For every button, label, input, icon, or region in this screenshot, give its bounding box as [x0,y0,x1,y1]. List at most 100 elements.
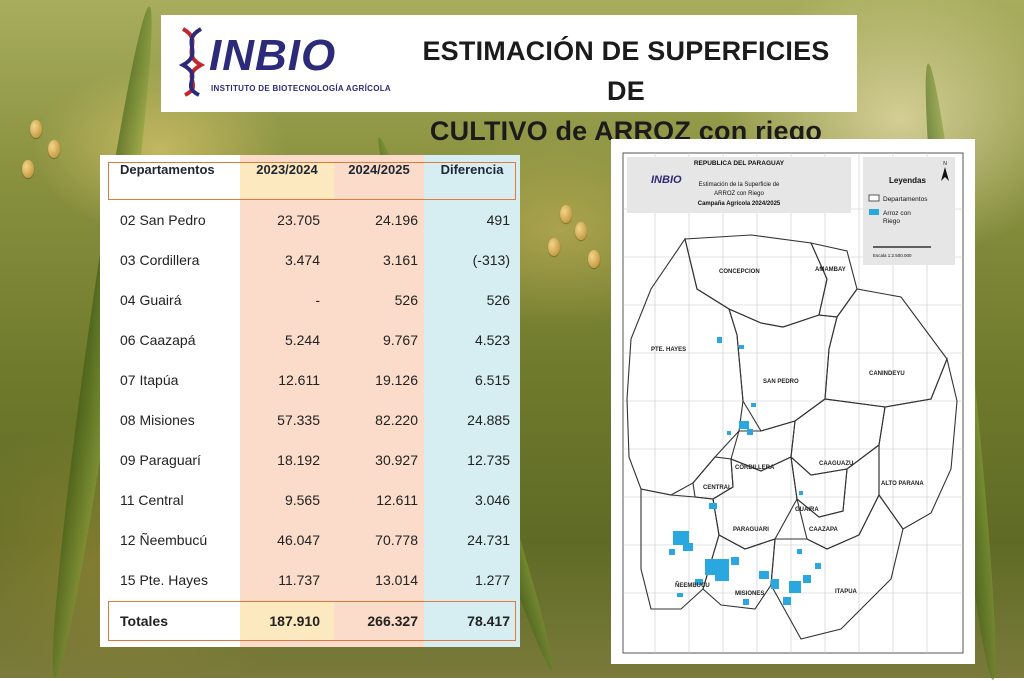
cell-department: 03 Cordillera [120,252,200,268]
map-label-caaguazu: CAAGUAZU [819,461,853,467]
cell-department: 09 Paraguarí [120,452,201,468]
cell-value-2023-2024: 9.565 [284,492,320,508]
map-label-canindeyu: CANINDEYU [869,371,905,377]
totals-2024-2025: 266.327 [367,613,418,629]
column-diff-bg [424,155,520,647]
header-banner: INBIO INSTITUTO DE BIOTECNOLOGÍA AGRÍCOL… [161,15,857,146]
rice-grain-decoration [22,160,34,178]
table-row: 08 Misiones 57.335 82.220 24.885 [100,400,520,440]
cell-value-2023-2024: 23.705 [277,212,320,228]
cell-department: 06 Caazapá [120,332,196,348]
cell-department: 08 Misiones [120,412,195,428]
header-2023-2024: 2023/2024 [256,162,318,177]
totals-highlight [240,601,334,641]
map-label-alto-parana: ALTO PARANA [881,481,924,487]
map-label-san-pedro: SAN PEDRO [763,379,799,385]
cell-value-diferencia: 526 [486,292,510,308]
cell-value-2023-2024: 57.335 [277,412,320,428]
table-header-frame [108,162,516,200]
map-label-amambay: AMAMBAY [815,267,846,273]
cell-value-2024-2025: 82.220 [375,412,418,428]
cell-value-2024-2025: 9.767 [382,332,418,348]
map-title-box [627,157,851,213]
map-subtitle-2: ARROZ con Riego [714,191,764,197]
cell-value-2023-2024: 18.192 [277,452,320,468]
map-label-cordillera: CORDILLERA [735,465,775,471]
map-label-neembucu: ÑEEMBUCU [675,582,710,589]
cell-department: 11 Central [120,492,184,508]
cell-value-2024-2025: 30.927 [375,452,418,468]
rice-grain-decoration [560,205,572,223]
header-highlight [240,162,334,200]
rice-grain-decoration [30,120,42,138]
cell-value-diferencia: 4.523 [474,332,510,348]
map-label-guaira: GUAIRA [795,507,819,513]
cell-value-diferencia: (-313) [472,252,510,268]
header-2024-2025: 2024/2025 [348,162,410,177]
cell-value-diferencia: 491 [486,212,510,228]
title-line-1: ESTIMACIÓN DE SUPERFICIES DE [422,36,830,106]
department-labels: CONCEPCION AMAMBAY PTE. HAYES SAN PEDRO … [651,267,924,597]
table-row: 02 San Pedro 23.705 24.196 491 [100,200,520,240]
legend-department-label: Departamentos [883,196,928,203]
legend-rice-label-2: Riego [883,218,900,225]
cell-value-2024-2025: 70.778 [375,532,418,548]
column-2024-bg [334,155,424,647]
logo-wordmark: INBIO [209,31,337,80]
cell-value-2023-2024: 46.047 [277,532,320,548]
rice-grain-decoration [575,222,587,240]
rice-grain-decoration [588,250,600,268]
cell-value-2023-2024: 11.737 [278,572,320,588]
map-subtitle-3: Campaña Agrícola 2024/2025 [698,201,781,207]
map-label-itapua: ITAPUA [835,589,858,595]
rice-area-markers [669,337,821,605]
rice-grain-decoration [548,238,560,256]
map-label-misiones: MISIONES [735,591,764,597]
page-title: ESTIMACIÓN DE SUPERFICIES DE CULTIVO de … [406,31,846,151]
totals-row: Totales 187.910 266.327 78.417 [100,601,520,641]
totals-diferencia: 78.417 [467,613,510,629]
cell-value-diferencia: 12.735 [467,452,510,468]
cell-department: 12 Ñeembucú [120,532,208,548]
scale-label: Escala 1:2.500.000 [873,253,912,258]
table-row: 11 Central 9.565 12.611 3.046 [100,480,520,520]
map-label-central: CENTRAL [703,485,732,491]
cell-value-2023-2024: 3.474 [284,252,320,268]
cell-value-2024-2025: 24.196 [375,212,418,228]
legend-rice-label-1: Arroz con [883,210,911,217]
legend-rice-swatch [869,209,879,215]
cell-department: 15 Pte. Hayes [120,572,208,588]
cell-value-diferencia: 6.515 [474,372,510,388]
map-svg: CONCEPCION AMAMBAY PTE. HAYES SAN PEDRO … [622,152,964,654]
cell-department: 02 San Pedro [120,212,206,228]
cell-value-2024-2025: 13.014 [375,572,418,588]
cell-value-diferencia: 24.885 [467,412,510,428]
legend-department-swatch [868,194,880,202]
map-label-concepcion: CONCEPCION [719,269,760,275]
column-2023-bg [240,155,334,647]
cell-value-2024-2025: 3.161 [382,252,418,268]
cell-value-2023-2024: 12.611 [278,372,320,388]
cell-department: 07 Itapúa [120,372,179,388]
legend-title: Leyendas [889,176,926,185]
logo-subtitle: INSTITUTO DE BIOTECNOLOGÍA AGRÍCOLA [211,84,391,93]
table-row: 07 Itapúa 12.611 19.126 6.515 [100,360,520,400]
header-departamentos: Departamentos [120,162,215,177]
totals-label: Totales [120,613,168,629]
cell-value-2024-2025: 526 [394,292,418,308]
map-label-caazapa: CAAZAPA [809,527,839,533]
inbio-logo: INBIO INSTITUTO DE BIOTECNOLOGÍA AGRÍCOL… [175,27,391,99]
north-arrow-icon [941,167,949,181]
map-subtitle-1: Estimación de la Superficie de [699,182,780,188]
cell-department: 04 Guairá [120,292,182,308]
cell-value-2024-2025: 12.611 [376,492,418,508]
rice-grain-decoration [48,140,60,158]
table-row: 15 Pte. Hayes 11.737 13.014 1.277 [100,560,520,600]
table-row: 04 Guairá - 526 526 [100,280,520,320]
north-label: N [943,161,947,167]
cell-value-2023-2024: - [315,292,320,308]
paraguay-rice-map: CONCEPCION AMAMBAY PTE. HAYES SAN PEDRO … [611,139,975,664]
department-boundaries [626,234,958,640]
cell-value-diferencia: 1.277 [474,572,510,588]
dna-helix-icon [178,27,206,97]
